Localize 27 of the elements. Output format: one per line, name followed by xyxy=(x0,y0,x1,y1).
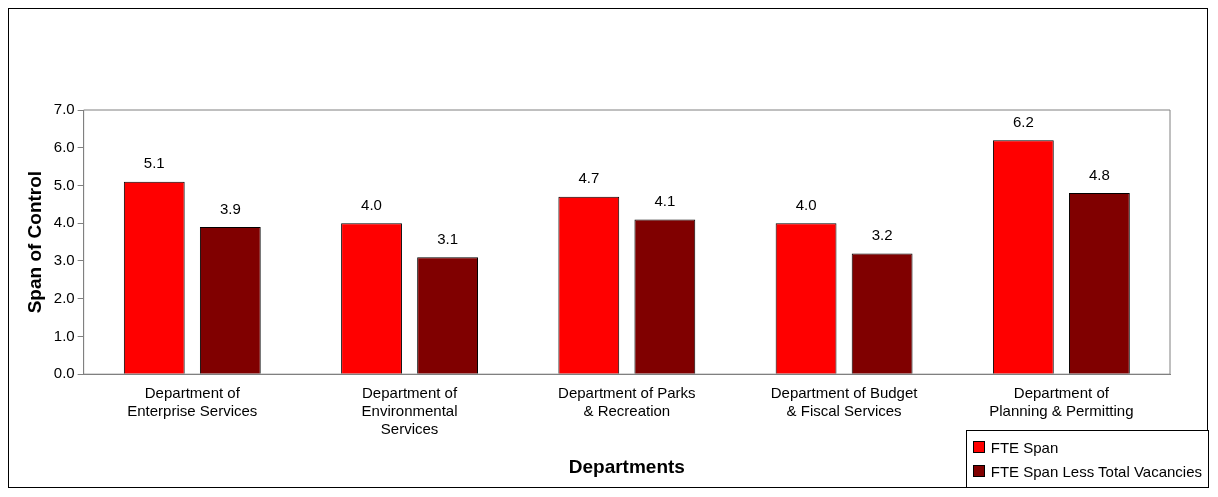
data-label: 5.1 xyxy=(143,154,165,172)
data-label: 3.9 xyxy=(219,199,241,217)
y-axis-title: Span of Control xyxy=(23,170,45,314)
y-tick-label: 2.0 xyxy=(53,288,75,306)
data-label: 4.1 xyxy=(654,192,676,210)
x-tick-label: Department of Enterprise Services xyxy=(127,384,258,420)
data-label: 4.0 xyxy=(795,195,817,213)
y-tick-label: 3.0 xyxy=(53,251,75,269)
legend-label: FTE Span Less Total Vacancies xyxy=(989,461,1202,482)
y-tick-label: 4.0 xyxy=(53,213,75,231)
y-tick-label: 7.0 xyxy=(53,100,75,118)
y-tick-label: 0.0 xyxy=(53,364,75,382)
y-tick-label: 6.0 xyxy=(53,137,75,155)
x-tick-label: Department of Parks & Recreation xyxy=(558,384,696,420)
data-label: 4.8 xyxy=(1088,165,1110,183)
x-axis-title: Departments xyxy=(568,455,685,477)
x-tick-label: Department of Budget & Fiscal Services xyxy=(770,384,919,420)
x-tick-label: Department of Environmental Services xyxy=(361,384,458,438)
legend-label: FTE Span xyxy=(989,437,1060,458)
data-label: 3.2 xyxy=(871,226,893,244)
data-label: 4.7 xyxy=(578,169,600,187)
y-tick-label: 1.0 xyxy=(53,326,75,344)
data-label: 6.2 xyxy=(1012,112,1034,130)
data-label: 4.0 xyxy=(361,195,382,213)
y-tick-label: 5.0 xyxy=(53,175,75,193)
data-label: 3.1 xyxy=(437,229,459,247)
x-tick-label: Department of Planning & Permitting xyxy=(989,384,1134,420)
